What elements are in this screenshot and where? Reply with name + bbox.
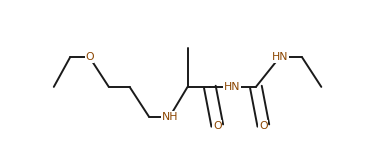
Text: NH: NH xyxy=(161,112,178,122)
Text: HN: HN xyxy=(224,82,240,92)
Text: HN: HN xyxy=(271,52,288,62)
Text: O: O xyxy=(213,121,222,130)
Text: O: O xyxy=(259,121,268,130)
Text: O: O xyxy=(85,52,94,62)
